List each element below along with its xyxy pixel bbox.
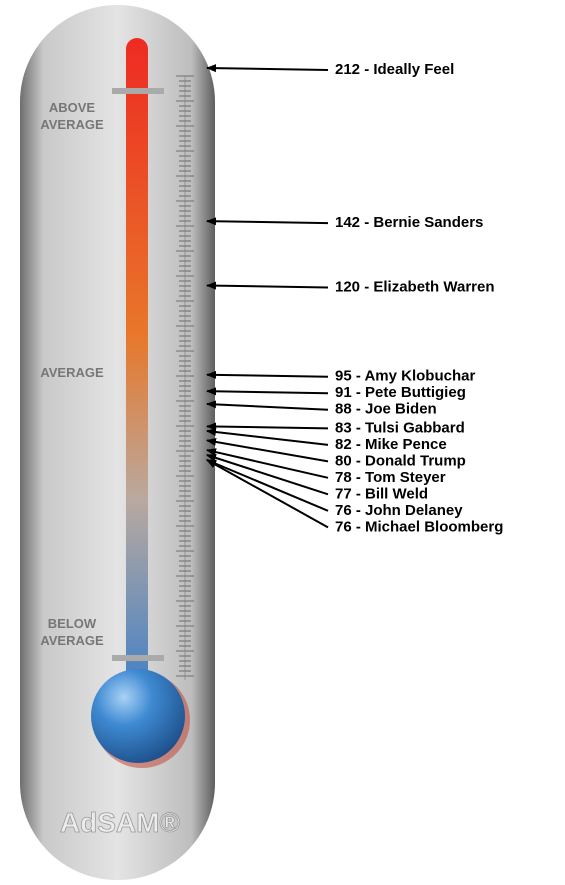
arrow bbox=[206, 281, 329, 290]
arrow bbox=[206, 422, 329, 431]
clip bbox=[112, 655, 164, 661]
value-label: 76 - John Delaney bbox=[335, 502, 463, 519]
tube bbox=[126, 38, 148, 698]
arrow bbox=[206, 370, 329, 379]
arrow bbox=[206, 400, 329, 411]
arrow bbox=[206, 453, 329, 496]
scale bbox=[176, 75, 194, 680]
value-label: 142 - Bernie Sanders bbox=[335, 214, 483, 231]
markers: 212 - Ideally Feel 142 - Bernie Sanders 12… bbox=[206, 61, 503, 535]
value-label: 83 - Tulsi Gabbard bbox=[335, 419, 465, 436]
value-label: 91 - Pete Buttigieg bbox=[335, 384, 466, 401]
brand: AdSAM® bbox=[60, 807, 181, 838]
value-label: 212 - Ideally Feel bbox=[335, 61, 454, 78]
arrow bbox=[206, 387, 329, 396]
value-label: 95 - Amy Klobuchar bbox=[335, 368, 475, 385]
bulb bbox=[91, 669, 185, 763]
value-label: 80 - Donald Trump bbox=[335, 452, 466, 469]
arrow bbox=[206, 459, 329, 512]
arrow bbox=[206, 217, 329, 226]
arrow bbox=[206, 459, 329, 529]
value-label: 78 - Tom Steyer bbox=[335, 469, 446, 486]
zone-label: ABOVE AVERAGE bbox=[40, 100, 104, 132]
clip bbox=[112, 88, 164, 94]
value-label: 77 - Bill Weld bbox=[335, 485, 428, 502]
thermometer-body bbox=[20, 5, 215, 880]
value-label: 82 - Mike Pence bbox=[335, 436, 447, 453]
arrow bbox=[206, 64, 329, 73]
value-label: 120 - Elizabeth Warren bbox=[335, 278, 495, 295]
arrow bbox=[206, 437, 329, 463]
arrow bbox=[206, 448, 329, 479]
value-label: 88 - Joe Biden bbox=[335, 401, 437, 418]
arrow bbox=[206, 428, 329, 446]
value-label: 76 - Michael Bloomberg bbox=[335, 518, 503, 535]
zone-label: BELOW AVERAGE bbox=[40, 616, 104, 648]
zone-label: AVERAGE bbox=[40, 365, 104, 380]
